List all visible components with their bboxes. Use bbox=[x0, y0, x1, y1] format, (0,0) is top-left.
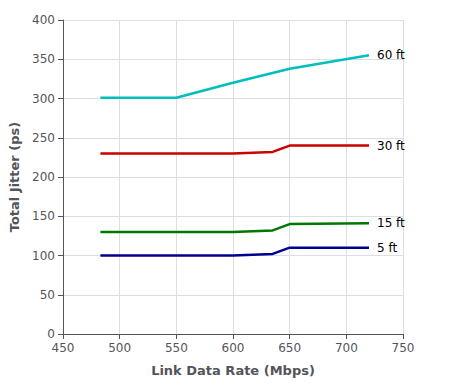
svg-text:750: 750 bbox=[392, 341, 415, 355]
svg-text:500: 500 bbox=[108, 341, 131, 355]
svg-text:450: 450 bbox=[52, 341, 75, 355]
svg-text:100: 100 bbox=[32, 249, 55, 263]
svg-text:250: 250 bbox=[32, 131, 55, 145]
svg-text:150: 150 bbox=[32, 209, 55, 223]
svg-text:700: 700 bbox=[335, 341, 358, 355]
svg-text:5 ft: 5 ft bbox=[377, 241, 397, 255]
svg-text:Link Data Rate (Mbps): Link Data Rate (Mbps) bbox=[151, 363, 315, 378]
svg-text:200: 200 bbox=[32, 170, 55, 184]
svg-text:0: 0 bbox=[47, 327, 55, 341]
svg-text:50: 50 bbox=[40, 288, 55, 302]
svg-text:Total Jitter (ps): Total Jitter (ps) bbox=[7, 122, 22, 232]
svg-text:60 ft: 60 ft bbox=[377, 48, 405, 62]
svg-text:600: 600 bbox=[222, 341, 245, 355]
svg-text:300: 300 bbox=[32, 92, 55, 106]
svg-text:15 ft: 15 ft bbox=[377, 216, 405, 230]
svg-text:400: 400 bbox=[32, 13, 55, 27]
svg-text:30 ft: 30 ft bbox=[377, 139, 405, 153]
svg-text:650: 650 bbox=[278, 341, 301, 355]
svg-text:350: 350 bbox=[32, 52, 55, 66]
svg-text:550: 550 bbox=[165, 341, 188, 355]
